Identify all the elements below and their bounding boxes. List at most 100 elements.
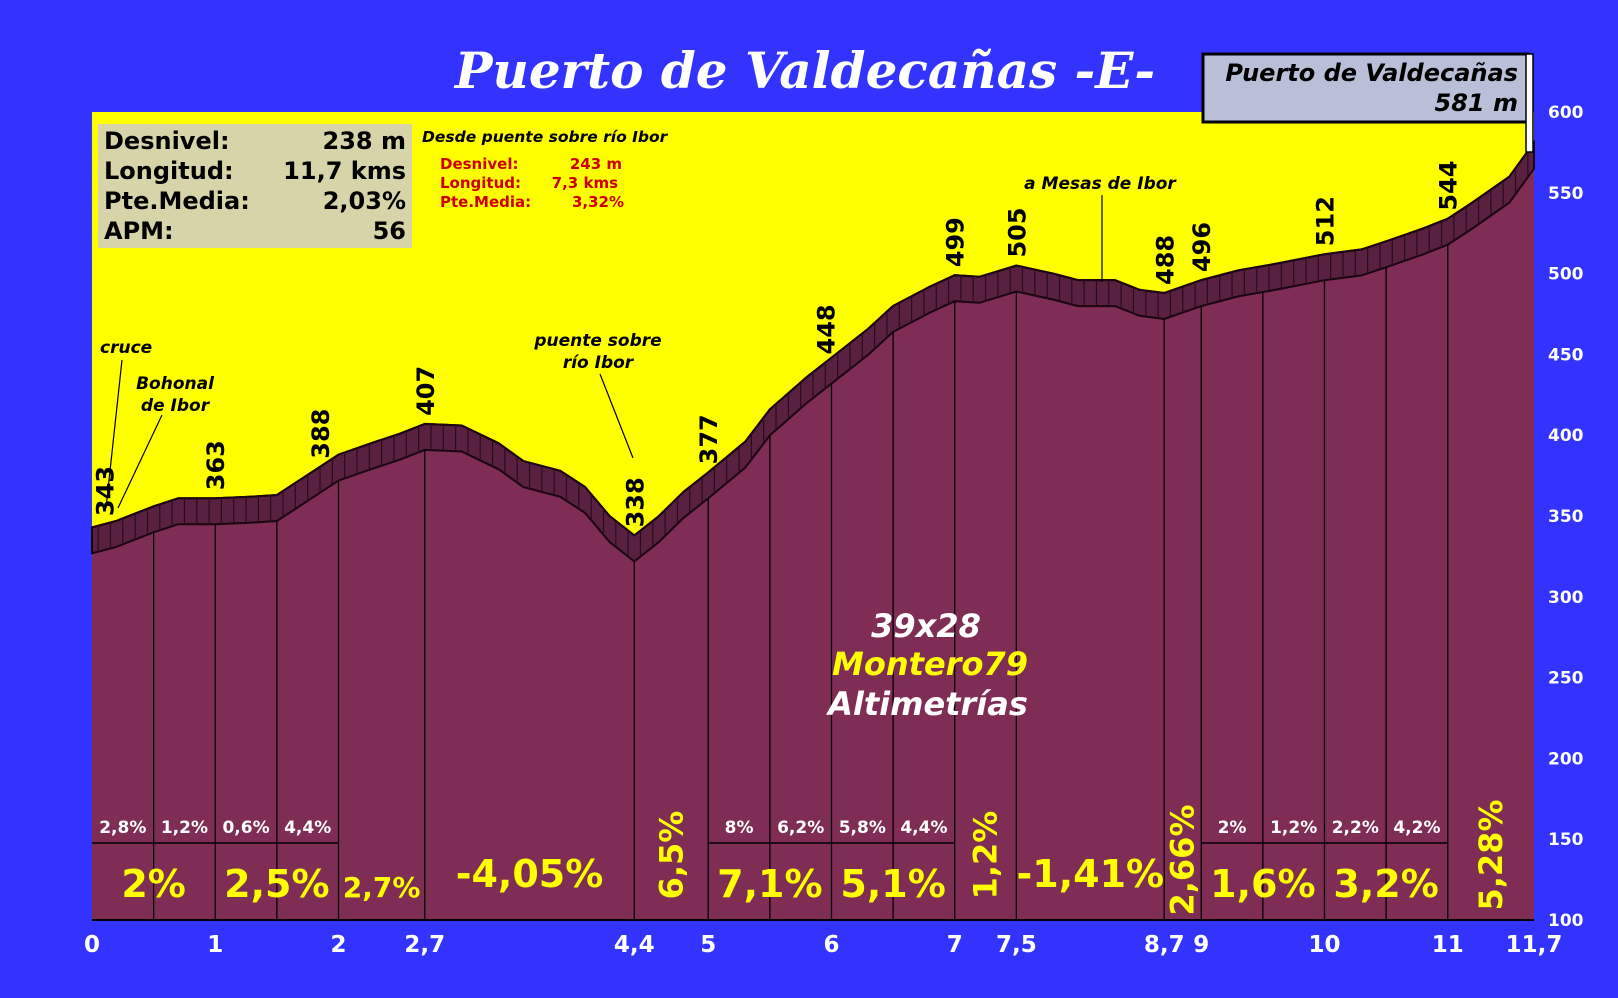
- km-slope-label: 0,6%: [222, 818, 269, 838]
- sub-stats-heading: Desde puente sobre río Ibor: [422, 128, 669, 146]
- sector-slope-label: 7,1%: [717, 862, 822, 906]
- altitude-label: 488: [1151, 235, 1179, 285]
- y-tick-label: 500: [1548, 265, 1584, 285]
- sector-slope-label: 1,2%: [967, 811, 1005, 900]
- x-tick-label: 6: [823, 932, 839, 958]
- x-tick-label: 5: [700, 932, 716, 958]
- annotation-bohonal-line2: de Ibor: [141, 396, 211, 416]
- x-tick-label: 10: [1308, 932, 1340, 958]
- altitude-label: 544: [1435, 161, 1463, 211]
- sub-stat-value-desnivel: 243 m: [570, 155, 622, 173]
- x-tick-label: 4,4: [614, 932, 655, 958]
- summit-altitude: 581 m: [1435, 89, 1518, 117]
- stat-value-apm: 56: [373, 217, 406, 245]
- km-slope-label: 4,4%: [900, 818, 947, 838]
- sector-slope-label: 3,2%: [1333, 862, 1438, 906]
- altitude-label: 388: [307, 409, 335, 459]
- stat-value-longitud: 11,7 kms: [283, 157, 406, 185]
- km-slope-label: 4,4%: [284, 818, 331, 838]
- km-slope-label: 8%: [725, 818, 754, 838]
- altitude-label: 343: [91, 466, 119, 516]
- label-layer: 2,8% 1,2% 0,6% 4,4% 8% 6,2% 5,8% 4,4% 2% 1,2% 2,2%…: [84, 103, 1584, 958]
- sub-stat-value-longitud: 7,3 kms: [552, 174, 618, 192]
- km-slope-label: 6,2%: [777, 818, 824, 838]
- annotation-puente-line2: río Ibor: [563, 353, 635, 373]
- x-tick-label: 2,7: [404, 932, 445, 958]
- x-tick-label: 7: [947, 932, 963, 958]
- stat-value-pte-media: 2,03%: [323, 187, 406, 215]
- sector-slope-label: 2%: [121, 862, 186, 906]
- altitude-label: 496: [1188, 222, 1216, 272]
- annotation-bohonal-line1: Bohonal: [136, 374, 215, 394]
- km-slope-label: 4,2%: [1393, 818, 1440, 838]
- stat-label-pte-media: Pte.Media:: [104, 187, 250, 215]
- terrain-area: [92, 142, 1534, 920]
- stat-label-longitud: Longitud:: [104, 157, 234, 185]
- sector-slope-label: 2,7%: [343, 871, 421, 904]
- annotation-mesas: a Mesas de Ibor: [1024, 174, 1177, 194]
- profile-line: [91, 142, 1535, 537]
- y-tick-label: 150: [1548, 830, 1584, 850]
- annotation-puente-line1: puente sobre: [533, 331, 661, 351]
- y-tick-label: 200: [1548, 749, 1584, 769]
- x-tick-label: 0: [84, 932, 100, 958]
- sector-slope-label: -1,41%: [1017, 852, 1165, 896]
- x-tick-label: 9: [1193, 932, 1209, 958]
- summit-name: Puerto de Valdecañas: [1225, 59, 1518, 87]
- summit-box: Puerto de Valdecañas 581 m: [1201, 52, 1534, 153]
- y-tick-label: 400: [1548, 426, 1584, 446]
- sector-slope-label: 6,5%: [652, 811, 690, 900]
- km-slope-label: 5,8%: [839, 818, 886, 838]
- x-tick-label: 11,7: [1506, 932, 1563, 958]
- annotation-cruce: cruce: [100, 338, 152, 358]
- x-tick-label: 8,7: [1144, 932, 1185, 958]
- km-slope-label: 1,2%: [1270, 818, 1317, 838]
- sub-stats: Desde puente sobre río Ibor Desnivel: 24…: [422, 128, 669, 211]
- credit-author: Montero79: [832, 645, 1028, 683]
- stats-box: Desnivel: 238 m Longitud: 11,7 kms Pte.M…: [98, 124, 412, 248]
- x-tick-label: 1: [207, 932, 223, 958]
- credits: 39x28 Montero79 Altimetrías: [825, 607, 1028, 723]
- sector-slope-label: 2,66%: [1164, 804, 1202, 915]
- annotations: cruce Bohonal de Ibor puente sobre río I…: [100, 174, 1177, 509]
- altitude-label: 363: [202, 440, 230, 490]
- km-slope-label: 2,8%: [99, 818, 146, 838]
- sector-slope-label: 2,5%: [224, 862, 329, 906]
- stat-label-desnivel: Desnivel:: [104, 127, 230, 155]
- y-tick-label: 550: [1548, 184, 1584, 204]
- sub-stat-label-desnivel: Desnivel:: [440, 155, 518, 173]
- km-slope-label: 2%: [1218, 818, 1247, 838]
- sector-divider-lines: [92, 244, 1534, 921]
- credit-site: Altimetrías: [825, 685, 1028, 723]
- altitude-label: 499: [942, 217, 970, 267]
- altitude-label: 448: [812, 304, 840, 354]
- altitude-label: 338: [621, 477, 649, 527]
- credit-scale: 39x28: [871, 607, 981, 645]
- sector-slope-label: 5,1%: [840, 862, 945, 906]
- sub-stat-value-pte-media: 3,32%: [572, 193, 624, 211]
- stat-label-apm: APM:: [104, 217, 174, 245]
- x-tick-label: 11: [1432, 932, 1464, 958]
- sector-slope-label: 5,28%: [1472, 799, 1510, 910]
- y-tick-label: 100: [1548, 911, 1584, 931]
- altitude-label: 377: [695, 414, 723, 464]
- altitude-label: 505: [1003, 207, 1031, 257]
- sector-slope-label: -4,05%: [456, 852, 604, 896]
- y-tick-label: 350: [1548, 507, 1584, 527]
- y-tick-label: 250: [1548, 669, 1584, 689]
- terrain-layer: [91, 139, 1535, 920]
- x-tick-label: 7,5: [996, 932, 1037, 958]
- x-tick-label: 2: [330, 932, 346, 958]
- km-slope-label: 1,2%: [161, 818, 208, 838]
- sub-stat-label-longitud: Longitud:: [440, 174, 521, 192]
- stat-value-desnivel: 238 m: [323, 127, 406, 155]
- altitude-label: 407: [412, 366, 440, 416]
- chart-title: Puerto de Valdecañas -E-: [453, 41, 1155, 100]
- y-tick-label: 450: [1548, 345, 1584, 365]
- altitude-label: 512: [1311, 196, 1339, 246]
- sub-stat-label-pte-media: Pte.Media:: [440, 193, 531, 211]
- y-tick-label: 600: [1548, 103, 1584, 123]
- sector-slope-label: 1,6%: [1210, 862, 1315, 906]
- y-tick-label: 300: [1548, 588, 1584, 608]
